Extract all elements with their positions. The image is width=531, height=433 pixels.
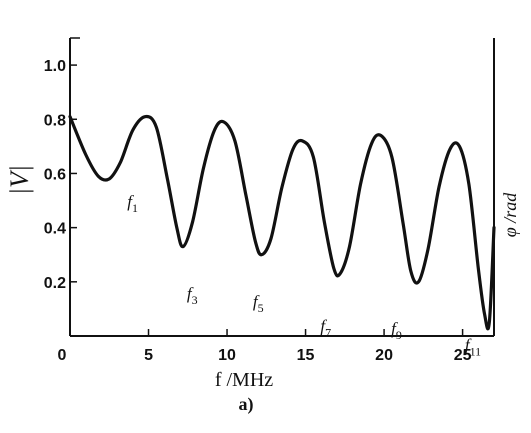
x-tick-label: 5 (144, 347, 153, 364)
frequency-annotation: f1 (127, 192, 138, 215)
x-tick-label: 20 (375, 347, 393, 364)
y-tick-label: 0.6 (44, 166, 66, 183)
y-tick-label: 0.8 (44, 112, 66, 129)
x-tick-label: 10 (218, 347, 236, 364)
frequency-annotation: f9 (391, 319, 402, 342)
x-axis-label: f /MHz (215, 369, 273, 391)
magnitude-curve (68, 114, 496, 331)
frequency-annotation: f5 (253, 292, 264, 315)
figure-caption: a) (239, 394, 254, 415)
y-tick-label: 0.2 (44, 275, 66, 292)
y-axis-label: |V| (5, 165, 34, 195)
x-tick-label: 25 (454, 347, 472, 364)
y-tick-label: 0.4 (44, 221, 66, 238)
y-tick-label: 1.0 (44, 58, 66, 75)
ticks: 0 5 10 15 20 25 0.2 0.4 0.6 0.8 1.0 (44, 58, 472, 364)
x-tick-label: 15 (297, 347, 315, 364)
frequency-annotation: f3 (187, 284, 198, 307)
plot-frame (69, 37, 495, 337)
x-tick-label: 0 (58, 347, 67, 364)
right-axis-label: φ /rad (500, 192, 520, 237)
frequency-annotation: f7 (320, 316, 331, 339)
